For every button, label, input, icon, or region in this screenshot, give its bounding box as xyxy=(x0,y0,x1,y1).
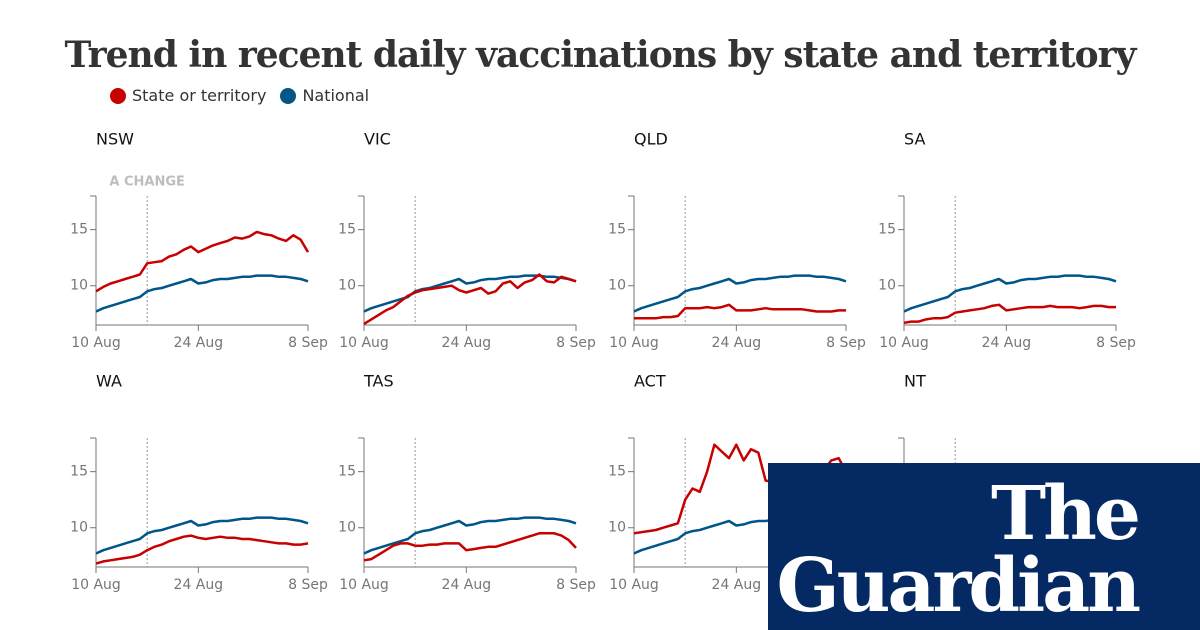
y-tick-label-nsw: 10 xyxy=(70,278,88,294)
x-tick-label-wa: 24 Aug xyxy=(174,577,224,593)
x-tick-label-sa: 10 Aug xyxy=(879,335,929,351)
logo-word-the: The xyxy=(991,471,1141,557)
legend-swatch-state xyxy=(110,87,126,104)
legend-label-national: National xyxy=(302,86,370,105)
y-tick-label-wa: 15 xyxy=(70,464,88,480)
x-tick-label-nsw: 10 Aug xyxy=(71,335,121,351)
panel-label-sa: SA xyxy=(904,130,925,149)
panel-label-wa: WA xyxy=(96,372,122,391)
y-tick-label-vic: 15 xyxy=(338,222,356,238)
panel-label-nt: NT xyxy=(904,372,926,391)
series-state-wa xyxy=(95,534,309,565)
logo-word-guardian: Guardian xyxy=(776,543,1141,629)
change-annotation: A CHANGE xyxy=(109,175,185,190)
y-tick-label-tas: 15 xyxy=(338,464,356,480)
y-tick-label-wa: 10 xyxy=(70,520,88,536)
x-tick-label-act: 10 Aug xyxy=(609,577,659,593)
series-national-qld xyxy=(633,274,847,313)
series-national-tas xyxy=(363,516,577,555)
chart-title: Trend in recent daily vaccinations by st… xyxy=(64,34,1137,76)
legend-item-state: State or territory xyxy=(110,86,266,105)
panel-label-tas: TAS xyxy=(363,372,394,391)
x-tick-label-nsw: 8 Sep xyxy=(288,335,328,351)
legend: State or territory National xyxy=(110,86,369,105)
x-tick-label-vic: 24 Aug xyxy=(442,335,492,351)
series-state-tas xyxy=(363,532,577,562)
x-tick-label-act: 24 Aug xyxy=(712,577,762,593)
x-tick-label-qld: 8 Sep xyxy=(826,335,866,351)
panel-label-nsw: NSW xyxy=(96,130,134,149)
series-national-nsw xyxy=(95,274,309,313)
panel-label-vic: VIC xyxy=(364,130,391,149)
panel-label-act: ACT xyxy=(634,372,666,391)
guardian-logo: The Guardian xyxy=(768,463,1200,630)
x-tick-label-vic: 8 Sep xyxy=(556,335,596,351)
series-national-sa xyxy=(903,274,1117,313)
x-tick-label-wa: 8 Sep xyxy=(288,577,328,593)
y-tick-label-nsw: 15 xyxy=(70,222,88,238)
x-tick-label-tas: 24 Aug xyxy=(442,577,492,593)
y-tick-label-tas: 10 xyxy=(338,520,356,536)
x-tick-label-nsw: 24 Aug xyxy=(174,335,224,351)
x-tick-label-tas: 8 Sep xyxy=(556,577,596,593)
series-state-vic xyxy=(363,273,577,325)
y-tick-label-act: 10 xyxy=(608,520,626,536)
y-tick-label-sa: 10 xyxy=(878,278,896,294)
x-tick-label-qld: 10 Aug xyxy=(609,335,659,351)
x-tick-label-tas: 10 Aug xyxy=(339,577,389,593)
y-tick-label-qld: 10 xyxy=(608,278,626,294)
x-tick-label-wa: 10 Aug xyxy=(71,577,121,593)
y-tick-label-sa: 15 xyxy=(878,222,896,238)
legend-item-national: National xyxy=(280,86,369,105)
series-state-sa xyxy=(903,303,1116,325)
x-tick-label-qld: 24 Aug xyxy=(712,335,762,351)
x-tick-label-sa: 24 Aug xyxy=(982,335,1032,351)
y-tick-label-qld: 15 xyxy=(608,222,626,238)
legend-label-state: State or territory xyxy=(132,86,267,105)
panel-label-qld: QLD xyxy=(634,130,668,149)
y-tick-label-vic: 10 xyxy=(338,278,356,294)
x-tick-label-sa: 8 Sep xyxy=(1096,335,1136,351)
series-national-wa xyxy=(95,516,309,555)
legend-swatch-national xyxy=(280,87,297,104)
x-tick-label-vic: 10 Aug xyxy=(339,335,389,351)
y-tick-label-act: 15 xyxy=(608,464,626,480)
series-state-nsw xyxy=(95,230,310,293)
series-state-qld xyxy=(634,303,846,320)
